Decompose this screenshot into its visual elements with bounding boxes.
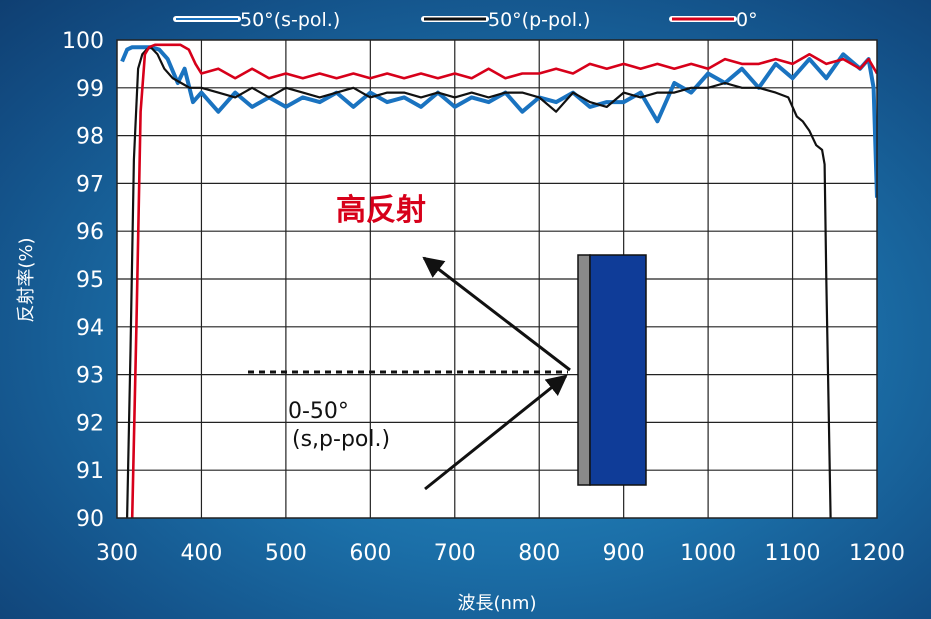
x-tick-labels: 300 400 500 600 700 800 900 1000 1100 1200 xyxy=(96,541,905,566)
x-tick-label: 1000 xyxy=(680,541,736,566)
y-tick-label: 90 xyxy=(76,507,104,532)
y-tick-label: 92 xyxy=(76,411,104,436)
x-tick-label: 700 xyxy=(434,541,476,566)
y-axis-label: 反射率(%) xyxy=(16,237,37,322)
mirror-substrate xyxy=(589,254,647,486)
legend: 50°(s-pol.) 50°(p-pol.) 0° xyxy=(173,9,758,31)
x-tick-label: 400 xyxy=(180,541,222,566)
legend-label-p-pol: 50°(p-pol.) xyxy=(488,9,590,31)
x-axis-label: 波長(nm) xyxy=(458,593,537,614)
y-tick-label: 94 xyxy=(76,316,104,341)
x-tick-label: 800 xyxy=(518,541,560,566)
legend-item-p-pol: 50°(p-pol.) xyxy=(421,9,590,31)
legend-item-s-pol: 50°(s-pol.) xyxy=(173,9,340,31)
y-tick-label: 99 xyxy=(76,77,104,102)
x-tick-label: 900 xyxy=(603,541,645,566)
y-tick-label: 100 xyxy=(62,29,104,54)
y-tick-label: 98 xyxy=(76,125,104,150)
y-tick-label: 97 xyxy=(76,172,104,197)
plot-border xyxy=(116,39,878,519)
y-tick-label: 96 xyxy=(76,220,104,245)
y-tick-labels: 90 91 92 93 94 95 96 97 98 99 100 xyxy=(62,29,104,532)
x-tick-label: 1200 xyxy=(849,541,905,566)
annotation-angle-range: 0-50° xyxy=(288,399,349,424)
legend-label-s-pol: 50°(s-pol.) xyxy=(240,9,340,31)
series-line-p-pol xyxy=(126,46,832,518)
legend-label-0deg: 0° xyxy=(736,9,758,31)
annotation-polarization: (s,p-pol.) xyxy=(292,427,390,452)
y-tick-label: 93 xyxy=(76,364,104,389)
x-tick-label: 500 xyxy=(265,541,307,566)
y-tick-label: 95 xyxy=(76,268,104,293)
incident-arrow xyxy=(424,374,568,491)
gridlines xyxy=(117,40,877,518)
series-line-0deg xyxy=(130,43,877,518)
annotation-high-reflection: 高反射 xyxy=(336,193,426,228)
y-tick-label: 91 xyxy=(76,459,104,484)
x-tick-label: 1100 xyxy=(765,541,821,566)
mirror-diagram: 高反射 0-50° (s,p-pol.) xyxy=(248,193,647,491)
series-line-s-pol xyxy=(120,45,877,198)
series-group xyxy=(120,43,877,518)
x-tick-label: 600 xyxy=(349,541,391,566)
x-tick-label: 300 xyxy=(96,541,138,566)
reflected-arrow xyxy=(422,256,571,372)
mirror-coating xyxy=(577,254,591,486)
legend-item-0deg: 0° xyxy=(669,9,758,31)
